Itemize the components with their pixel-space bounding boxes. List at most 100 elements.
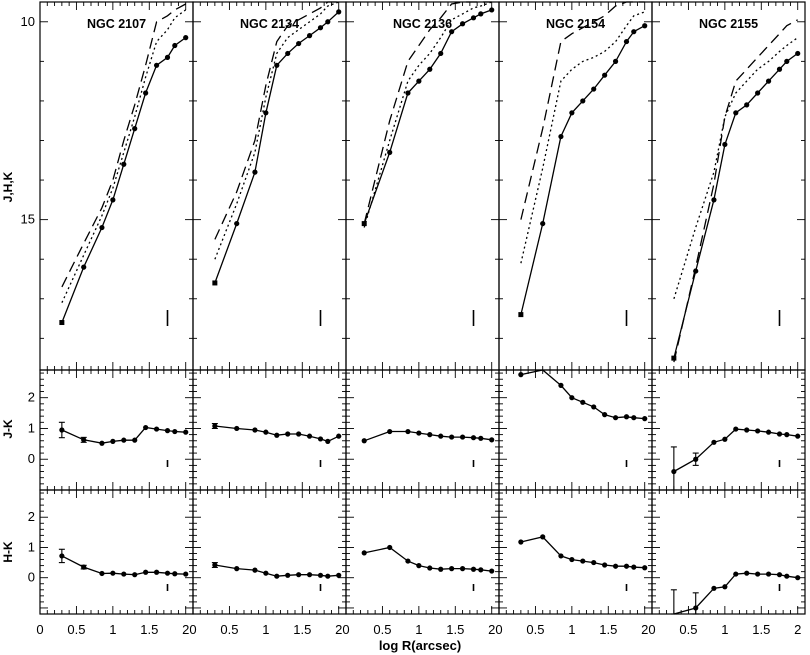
- x-tick-label: 0.5: [67, 622, 85, 637]
- data-point: [263, 110, 269, 116]
- data-point: [212, 562, 218, 568]
- data-point: [306, 433, 313, 439]
- data-point: [325, 19, 331, 25]
- data-point: [623, 563, 630, 569]
- data-point: [765, 78, 772, 84]
- panel-4-mag: NGC 2155: [651, 1, 806, 371]
- data-point: [110, 197, 116, 203]
- data-point: [478, 11, 484, 17]
- data-point: [81, 264, 87, 270]
- data-point: [489, 437, 495, 443]
- data-point: [306, 33, 313, 39]
- data-point: [317, 25, 324, 31]
- data-point: [623, 414, 630, 420]
- x-tick-label: 1.5: [140, 622, 158, 637]
- data-point: [361, 438, 367, 444]
- data-point: [711, 439, 717, 445]
- series-J-line: [61, 3, 187, 288]
- data-point: [361, 550, 367, 556]
- data-point: [183, 571, 189, 577]
- x-axis-label: log R(arcsec): [379, 638, 461, 653]
- panel-2-mag: NGC 2136: [345, 1, 500, 371]
- data-point: [212, 280, 218, 286]
- data-point: [631, 564, 637, 570]
- data-point: [183, 35, 189, 41]
- data-point: [602, 562, 608, 568]
- data-point: [172, 428, 178, 435]
- data-point: [623, 38, 630, 45]
- data-point: [405, 558, 411, 564]
- data-point: [405, 90, 411, 96]
- data-point: [143, 569, 149, 575]
- data-point: [427, 432, 433, 438]
- data-point: [183, 429, 189, 435]
- data-point: [405, 428, 411, 435]
- data-point: [387, 544, 393, 551]
- data-point: [784, 432, 790, 438]
- panel-1-hk: 0 0.5 1 1.5 2: [189, 489, 347, 637]
- series-J-line: [363, 1, 492, 224]
- series-K-line: [363, 9, 492, 224]
- data-point: [325, 438, 331, 444]
- series-H-line: [363, 1, 492, 228]
- data-point: [285, 431, 291, 437]
- data-point: [744, 102, 750, 108]
- data-point: [795, 575, 801, 581]
- data-point: [234, 425, 240, 432]
- data-point: [478, 435, 484, 441]
- data-point: [489, 568, 495, 574]
- panel-frame: [498, 369, 653, 491]
- panel-frame: [192, 369, 347, 491]
- y-tick-label: 2: [28, 390, 35, 405]
- data-point: [733, 110, 739, 116]
- x-tick-label: 0.5: [679, 622, 697, 637]
- data-point: [143, 424, 149, 431]
- data-point: [336, 433, 342, 439]
- data-point: [252, 567, 258, 573]
- data-point: [132, 126, 138, 132]
- data-point: [722, 584, 728, 590]
- panel-4-hk: 0 0.5 1 1.5 2: [648, 489, 806, 637]
- data-point: [642, 565, 648, 571]
- data-point: [99, 440, 105, 446]
- ylabel-mag: J,H,K: [1, 171, 15, 202]
- panel-2-jk: [345, 369, 500, 491]
- panel-1-jk: [192, 369, 347, 491]
- data-point: [569, 395, 575, 401]
- data-point: [438, 50, 444, 57]
- panel-frame: [651, 489, 806, 615]
- data-point: [580, 98, 586, 104]
- panel-frame: [192, 489, 347, 615]
- data-point: [671, 468, 677, 475]
- data-point: [711, 197, 717, 203]
- data-point: [591, 559, 597, 566]
- data-point: [518, 539, 524, 545]
- x-tick-label: 1: [109, 622, 116, 637]
- data-point: [795, 50, 801, 57]
- data-point: [558, 133, 564, 140]
- x-tick-label: 1.5: [752, 622, 770, 637]
- x-tick-label: 2: [794, 622, 801, 637]
- data-point: [438, 433, 444, 439]
- panel-frame: [498, 489, 653, 615]
- data-point: [765, 429, 772, 435]
- data-point: [317, 436, 324, 442]
- y-tick-label: 1: [28, 420, 35, 435]
- data-point: [558, 382, 564, 388]
- data-point: [449, 29, 455, 35]
- data-point: [459, 566, 466, 572]
- data-point: [631, 415, 637, 421]
- data-point: [470, 435, 477, 441]
- data-point: [296, 572, 302, 578]
- data-point: [234, 220, 240, 227]
- data-point: [143, 90, 149, 96]
- x-tick-label: 1: [415, 622, 422, 637]
- data-point: [470, 15, 477, 21]
- data-point: [121, 161, 127, 167]
- data-point: [274, 62, 280, 68]
- data-point: [81, 437, 87, 443]
- panel-title: NGC 2154: [546, 17, 605, 31]
- panel-frame: [345, 369, 500, 491]
- data-point: [733, 426, 739, 432]
